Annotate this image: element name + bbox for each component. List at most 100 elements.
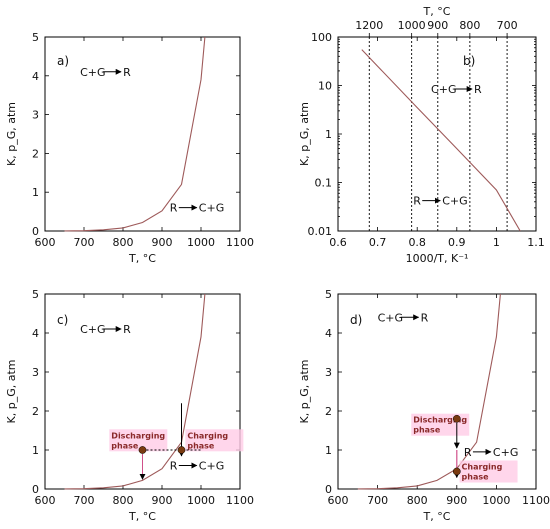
panel-label: a) <box>57 54 69 68</box>
panel-a-chart: 600 700 800 900 1000 1100 0 1 2 3 4 5 T, °C K, p_G, a… <box>5 31 254 265</box>
x-tick-label: 0.6 <box>329 236 347 249</box>
x-tick-label: 800 <box>113 236 134 249</box>
data-point <box>138 446 147 454</box>
x-tick-label: 1100 <box>226 494 254 507</box>
y-axis-label: K, p_G, atm <box>5 102 18 166</box>
phase-label-line1: Discharging <box>413 416 467 425</box>
x-tick-label: 0.9 <box>448 236 466 249</box>
phase-highlight <box>459 460 518 483</box>
series-line <box>361 49 521 232</box>
data-point <box>452 467 461 476</box>
y-tick-label: 4 <box>32 327 39 340</box>
top-tick-label: 800 <box>459 19 480 32</box>
phase-label-line2: phase <box>462 473 490 482</box>
y-tick-label: 4 <box>325 327 332 340</box>
top-tick-label: 1200 <box>355 19 383 32</box>
phase-highlight <box>109 429 168 452</box>
reaction-product: C+G <box>493 446 518 459</box>
reaction-reactant: R <box>464 446 472 459</box>
reaction-product: R <box>474 83 482 96</box>
y-tick-label: 5 <box>32 31 39 44</box>
phase-label-line1: Charging <box>462 463 503 472</box>
y-tick-label: 3 <box>32 366 39 379</box>
top-axis-label: T, °C <box>423 5 451 18</box>
reaction-reactant: R <box>170 460 178 473</box>
x-tick-label: 700 <box>367 494 388 507</box>
x-tick-label: 600 <box>35 494 56 507</box>
y-tick-label: 3 <box>325 366 332 379</box>
reaction-product: C+G <box>442 195 467 208</box>
y-tick-label: 0.1 <box>315 177 333 190</box>
x-tick-label: 1 <box>493 236 500 249</box>
x-tick-label: 1100 <box>226 236 254 249</box>
y-tick-label: 100 <box>311 31 332 44</box>
y-tick-label: 0.01 <box>308 225 333 238</box>
series-line <box>64 36 206 232</box>
panel-b-chart: 0.6 0.7 0.8 0.9 1 1.1 0.01 0.1 1 10 100 1000/T, K⁻¹… <box>298 5 545 265</box>
x-tick-label: 1000 <box>482 494 510 507</box>
x-tick-label: 0.7 <box>369 236 387 249</box>
x-tick-label: 800 <box>113 494 134 507</box>
reaction-product: C+G <box>199 202 224 215</box>
x-axis-label: T, °C <box>128 510 156 523</box>
y-tick-label: 2 <box>32 147 39 160</box>
y-tick-label: 10 <box>318 80 332 93</box>
x-axis-label: T, °C <box>423 510 451 523</box>
reaction-reactant: C+G <box>80 66 105 79</box>
panel-c-chart: 600 700 800 900 1000 1100 0 1 2 3 4 5 T, °C K, p_G, a… <box>5 288 254 523</box>
x-tick-label: 0.8 <box>408 236 426 249</box>
y-tick-label: 0 <box>325 483 332 496</box>
y-tick-label: 1 <box>325 444 332 457</box>
panel-label: d) <box>350 313 362 327</box>
plot-frame <box>44 36 241 232</box>
y-axis-label: K, p_G, atm <box>5 360 18 424</box>
panel-label: b) <box>463 54 475 68</box>
series-line <box>64 293 206 490</box>
plot-frame <box>337 293 537 490</box>
reaction-reactant: R <box>413 195 421 208</box>
x-axis-label: 1000/T, K⁻¹ <box>406 252 469 265</box>
data-point <box>452 414 461 423</box>
y-tick-label: 0 <box>32 483 39 496</box>
y-tick-label: 1 <box>32 186 39 199</box>
x-tick-label: 700 <box>74 494 95 507</box>
reaction-reactant: C+G <box>80 323 105 336</box>
x-tick-label: 1100 <box>522 494 550 507</box>
phase-label-line2: phase <box>111 441 139 450</box>
y-tick-label: 5 <box>325 288 332 301</box>
y-tick-label: 2 <box>325 405 332 418</box>
x-tick-label: 700 <box>74 236 95 249</box>
y-axis-label: K, p_G, atm <box>298 102 311 166</box>
plot-frame <box>44 293 241 490</box>
phase-label-line1: Charging <box>187 431 228 440</box>
phase-label-line2: phase <box>187 441 215 450</box>
x-tick-label: 600 <box>35 236 56 249</box>
reaction-product: R <box>421 311 429 324</box>
y-tick-label: 5 <box>32 288 39 301</box>
y-tick-label: 1 <box>32 444 39 457</box>
y-tick-label: 4 <box>32 70 39 83</box>
top-tick-label: 700 <box>497 19 518 32</box>
reaction-reactant: C+G <box>431 83 456 96</box>
y-tick-label: 2 <box>32 405 39 418</box>
x-tick-label: 600 <box>328 494 349 507</box>
panel-label: c) <box>57 313 68 327</box>
y-tick-label: 3 <box>32 109 39 122</box>
reaction-product: C+G <box>199 460 224 473</box>
plot-frame <box>337 36 537 232</box>
reaction-product: R <box>123 323 131 336</box>
y-axis-label: K, p_G, atm <box>298 360 311 424</box>
phase-label-line1: Discharging <box>111 431 165 440</box>
y-tick-label: 0 <box>32 225 39 238</box>
phase-highlight <box>185 429 244 452</box>
reaction-product: R <box>123 66 131 79</box>
series-line <box>357 293 501 490</box>
panel-d-chart: 600 700 800 900 1000 1100 0 1 2 3 4 5 T, °C K, p_G, a… <box>298 288 550 523</box>
x-tick-label: 1000 <box>187 494 215 507</box>
x-tick-label: 900 <box>152 236 173 249</box>
x-tick-label: 1000 <box>187 236 215 249</box>
y-tick-label: 1 <box>325 128 332 141</box>
phase-label-line2: phase <box>413 426 441 435</box>
top-tick-label: 900 <box>427 19 448 32</box>
